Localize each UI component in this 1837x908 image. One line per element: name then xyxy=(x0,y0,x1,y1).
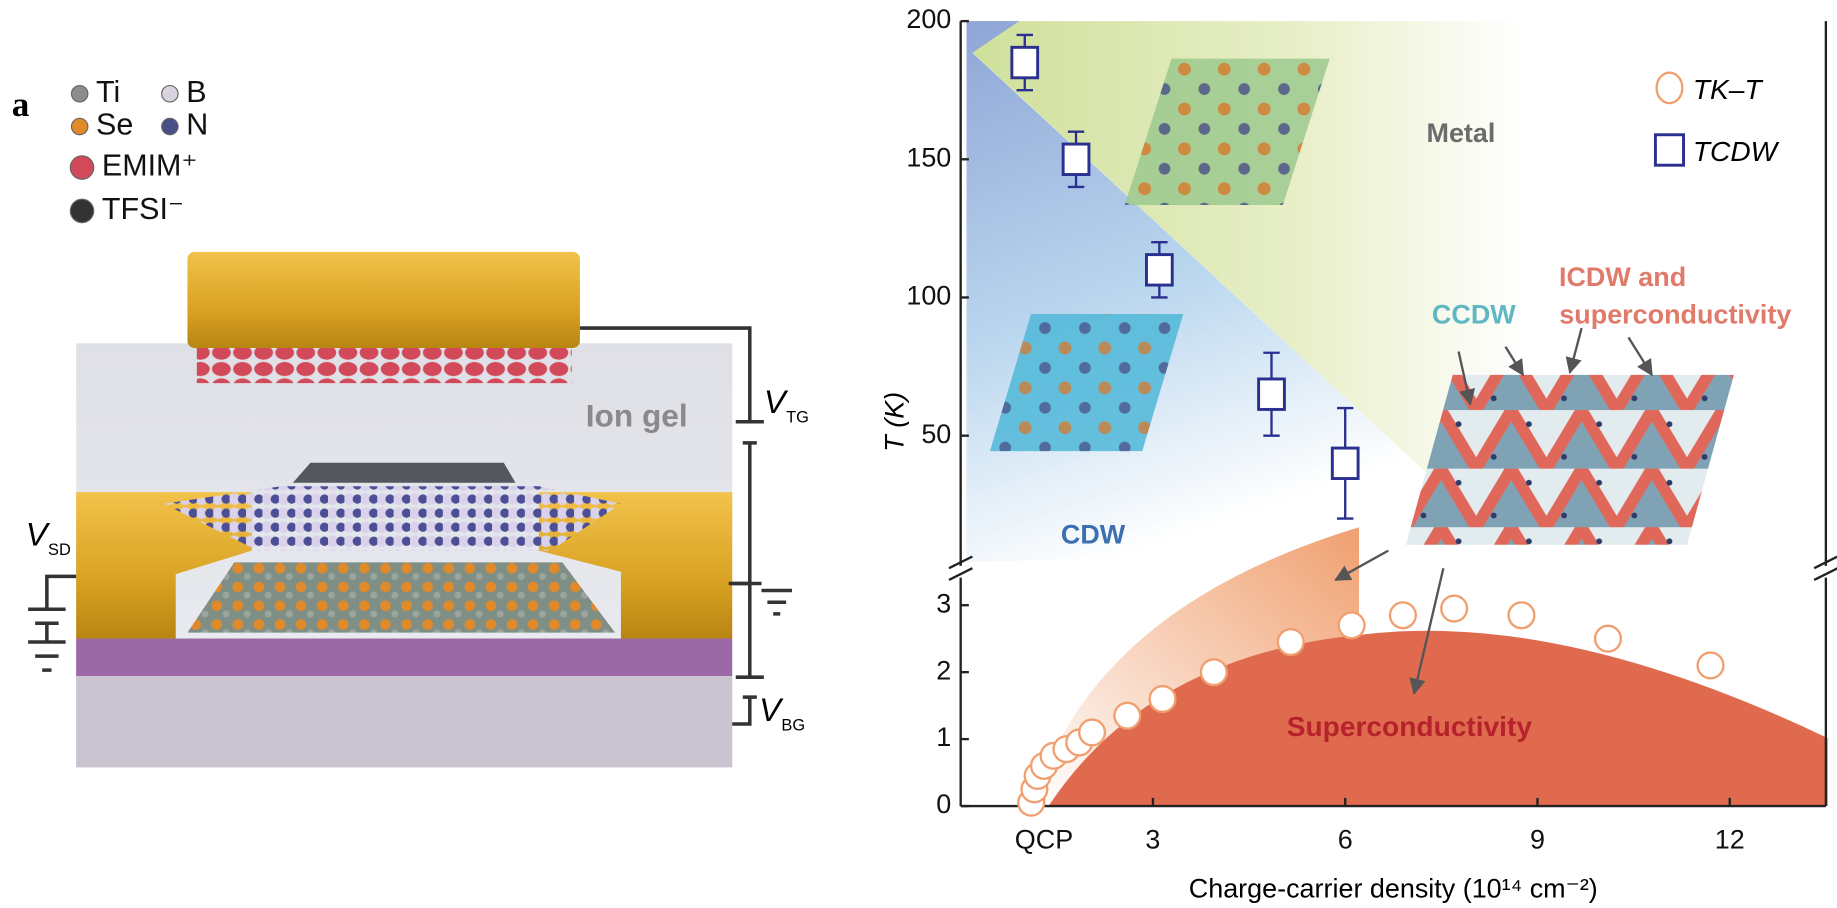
arrow xyxy=(1570,328,1582,373)
voltage-subscript: TG xyxy=(786,409,809,427)
x-tick-label: 12 xyxy=(1715,824,1745,854)
y-tick-label: 2 xyxy=(936,655,951,685)
legend-label: B xyxy=(186,75,206,109)
region-label: Metal xyxy=(1427,118,1496,148)
legend-swatch xyxy=(162,86,178,102)
x-tick-label: 9 xyxy=(1530,824,1545,854)
ground-right xyxy=(732,583,792,613)
voltage-subscript: SD xyxy=(48,541,71,559)
data-circle xyxy=(1390,602,1416,628)
data-square xyxy=(1146,255,1172,285)
data-circle xyxy=(1079,720,1105,746)
data-circle xyxy=(1595,626,1621,652)
legend-label: TK–T xyxy=(1693,74,1764,105)
legend-swatch xyxy=(162,118,178,134)
arrow xyxy=(1628,337,1651,374)
y-tick-label: 150 xyxy=(906,142,951,172)
data-circle xyxy=(1509,602,1535,628)
panel-label: a xyxy=(12,85,30,124)
legend-label: Se xyxy=(96,108,133,142)
data-circle xyxy=(1114,703,1140,729)
top-gate xyxy=(187,252,579,348)
substrate xyxy=(76,674,732,768)
y-tick-label: 3 xyxy=(936,588,951,618)
data-circle xyxy=(1150,686,1176,712)
region-label: Superconductivity xyxy=(1287,711,1533,742)
y-axis-label: T (K) xyxy=(879,392,909,452)
tfsi-ions xyxy=(293,463,516,483)
device-schematic xyxy=(28,252,792,767)
emim-ions xyxy=(197,348,572,383)
page: { "panel_a": { "label": "a", "legend": [… xyxy=(0,0,1837,908)
voltage-symbol: V xyxy=(26,515,51,552)
region-label: superconductivity xyxy=(1559,299,1791,329)
data-square xyxy=(1332,448,1358,478)
data-circle xyxy=(1339,612,1365,638)
dielectric xyxy=(76,639,732,676)
ion-gel-label: Ion gel xyxy=(586,398,688,434)
figure: aTiBSeNEMIM⁺TFSI⁻Ion gelVTGVSDVBG5010015… xyxy=(0,0,1837,908)
x-tick-label: 3 xyxy=(1145,824,1160,854)
icdw-lattice xyxy=(1406,375,1734,545)
data-circle xyxy=(1278,629,1304,655)
region-label: CDW xyxy=(1061,520,1126,550)
y-tick-label: 1 xyxy=(936,722,951,752)
legend-marker xyxy=(1655,135,1683,165)
legend-label: TFSI⁻ xyxy=(102,192,184,226)
x-tick-label: 6 xyxy=(1338,824,1353,854)
region-label: CCDW xyxy=(1432,299,1516,329)
legend-swatch xyxy=(71,86,87,102)
data-square xyxy=(1012,47,1038,77)
y-tick-label: 50 xyxy=(921,419,951,449)
x-axis-label: Charge-carrier density (10¹⁴ cm⁻²) xyxy=(1189,874,1598,904)
data-circle xyxy=(1441,596,1467,622)
voltage-symbol: V xyxy=(764,383,789,420)
circuit-left xyxy=(28,576,76,670)
voltage-subscript: BG xyxy=(781,717,805,735)
legend-label: Ti xyxy=(96,75,120,109)
data-square xyxy=(1259,379,1285,409)
legend-swatch xyxy=(71,118,87,134)
legend-label: N xyxy=(186,108,208,142)
legend-label: EMIM⁺ xyxy=(102,149,198,183)
legend-marker xyxy=(1657,73,1683,103)
legend-label: TCDW xyxy=(1693,136,1780,167)
data-circle xyxy=(1698,653,1724,679)
x-tick-label: QCP xyxy=(1015,824,1073,854)
legend-swatch xyxy=(70,156,93,179)
data-circle xyxy=(1201,659,1227,685)
y-tick-label: 200 xyxy=(906,4,951,34)
tise2-layer xyxy=(187,562,615,632)
y-tick-label: 100 xyxy=(906,281,951,311)
region-label: ICDW and xyxy=(1559,262,1686,292)
voltage-symbol: V xyxy=(759,691,784,728)
y-tick-label: 0 xyxy=(936,789,951,819)
legend-swatch xyxy=(70,199,93,222)
data-square xyxy=(1063,144,1089,174)
